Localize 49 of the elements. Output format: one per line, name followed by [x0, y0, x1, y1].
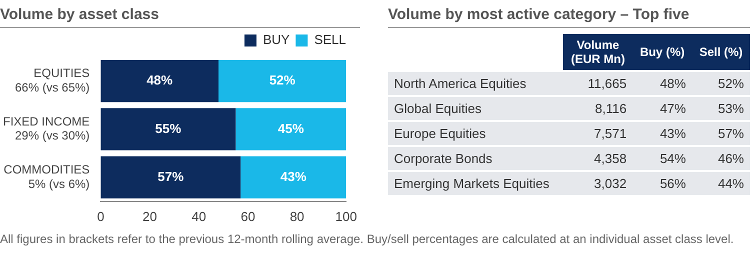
x-tick-label: 20 [142, 208, 158, 224]
x-tick-label: 80 [290, 208, 304, 224]
data-label: 4,358 [563, 147, 633, 170]
legend-label: SELL [314, 32, 346, 48]
data-label: 52% [692, 72, 750, 95]
series-label: Sell (%) [692, 34, 750, 70]
bar [218, 60, 346, 102]
series-label: Buy (%) [632, 34, 692, 70]
data-label: 54% [632, 147, 692, 170]
series-label: Volume (EUR Mn) [563, 34, 633, 70]
x-tick-label: 40 [192, 208, 206, 224]
chart-title: Volume by asset class [0, 6, 360, 28]
data-label: 47% [632, 97, 692, 120]
data-label: 53% [692, 97, 750, 120]
bar [240, 156, 346, 198]
category-label: Corporate Bonds [388, 147, 564, 170]
data-label: 8,116 [563, 97, 633, 120]
data-label: 57% [692, 122, 750, 145]
data-label: 44% [692, 172, 750, 195]
data-label: 56% [632, 172, 692, 195]
category-label: Global Equities [388, 97, 564, 120]
data-label: 43% [280, 168, 307, 184]
data-label: 57% [158, 168, 184, 184]
y-tick-label: COMMODITIES 5% (vs 6%) [4, 162, 90, 191]
text: Volume by most active category – Top five [388, 6, 750, 28]
data-label: 11,665 [563, 72, 633, 95]
x-tick-label: 60 [240, 208, 256, 224]
data-label: 55% [155, 120, 182, 136]
data-label: 48% [146, 72, 174, 88]
data-label: 48% [632, 72, 692, 95]
data-label: 46% [692, 147, 750, 170]
bar [100, 108, 236, 150]
x-tick-label: 0 [97, 208, 104, 224]
text: All figures in brackets refer to the previous 12-month rolling average. Buy/sell percentages are calculated at an individual asset class level. [0, 232, 735, 247]
data-label: 3,032 [563, 172, 633, 195]
data-label: 43% [632, 122, 692, 145]
data-label: 7,571 [563, 122, 633, 145]
bar [100, 156, 241, 198]
bar [100, 60, 219, 102]
data-label: 45% [278, 120, 304, 136]
x-tick-label: 100 [335, 208, 358, 224]
y-tick-label: FIXED INCOME 29% (vs 30%) [3, 114, 90, 143]
data-label: 52% [269, 72, 296, 88]
category-label: Emerging Markets Equities [388, 172, 564, 195]
bar [236, 108, 346, 150]
category-label: Europe Equities [388, 122, 564, 145]
legend-label: BUY [262, 32, 290, 48]
y-tick-label: EQUITIES 66% (vs 65%) [14, 66, 90, 95]
category-label: North America Equities [388, 72, 564, 95]
